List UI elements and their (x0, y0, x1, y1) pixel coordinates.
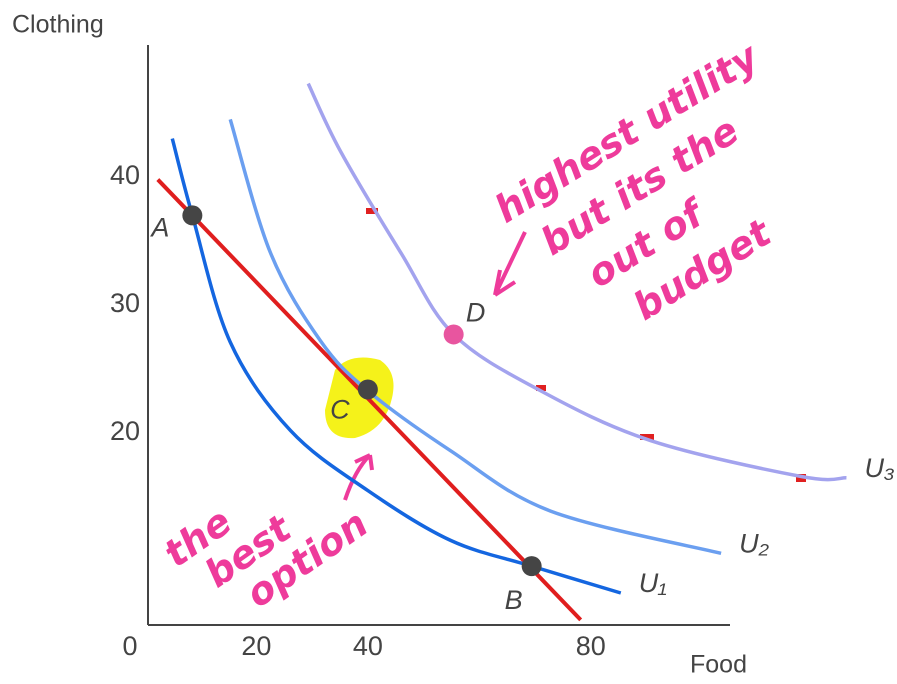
x-tick-label: 40 (353, 631, 383, 661)
highlight (325, 357, 394, 439)
point-label: A (149, 213, 169, 243)
point-label: C (330, 395, 350, 425)
x-tick-label: 0 (122, 631, 137, 661)
point-label: B (505, 585, 523, 615)
curve (306, 82, 847, 482)
arrow (493, 231, 527, 297)
arrow (343, 453, 374, 501)
curve-label: U₁ (639, 568, 667, 598)
x-tick-label: 20 (241, 631, 271, 661)
y-tick-label: 20 (110, 416, 140, 446)
x-axis-title: Food (690, 651, 747, 679)
point-label: D (466, 298, 486, 328)
y-tick-label: 40 (110, 160, 140, 190)
curve-label: U₃ (864, 453, 894, 483)
curve-label: U₂ (739, 528, 769, 558)
point (182, 205, 203, 226)
point (443, 324, 464, 345)
y-tick-label: 30 (110, 288, 140, 318)
y-axis-title: Clothing (12, 11, 104, 39)
curve (170, 138, 622, 595)
point (357, 379, 378, 400)
x-tick-label: 80 (576, 631, 606, 661)
point (521, 556, 542, 577)
